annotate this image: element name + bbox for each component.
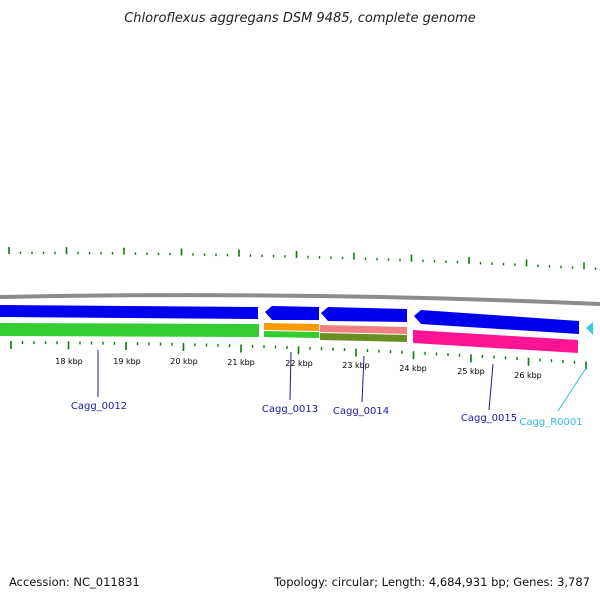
orange-track-block bbox=[264, 323, 319, 331]
callout-line-cagg-0015 bbox=[488, 363, 494, 411]
genome-summary-text: Topology: circular; Length: 4,684,931 bp… bbox=[273, 575, 590, 589]
cds-feature-cagg-0014[interactable] bbox=[321, 307, 407, 322]
genome-backbone bbox=[0, 293, 600, 306]
kbp-label: 24 kbp bbox=[399, 364, 427, 373]
upper-tick-track bbox=[8, 247, 597, 270]
cds-feature-cagg-0012[interactable] bbox=[0, 305, 258, 319]
callout-line-cagg-0013 bbox=[289, 351, 292, 401]
cds-feature-cagg-0013[interactable] bbox=[265, 306, 319, 320]
gene-label-cagg-0015[interactable]: Cagg_0015 bbox=[461, 413, 517, 424]
kbp-label: 23 kbp bbox=[342, 361, 370, 370]
kbp-label: 21 kbp bbox=[227, 358, 255, 367]
map-title: Chloroflexus aggregans DSM 9485, complet… bbox=[124, 11, 476, 26]
callout-line-cagg-r0001 bbox=[557, 367, 587, 412]
gene-label-cagg-0013[interactable]: Cagg_0013 bbox=[262, 404, 318, 415]
kbp-label: 20 kbp bbox=[170, 357, 198, 366]
cds-feature-cagg-0015[interactable] bbox=[414, 310, 579, 334]
kbp-label: 19 kbp bbox=[113, 357, 141, 366]
salmon-track-block bbox=[320, 325, 407, 334]
gene-callouts bbox=[97, 350, 587, 412]
kbp-label: 25 kbp bbox=[457, 367, 485, 376]
gene-label-cagg-0012[interactable]: Cagg_0012 bbox=[71, 401, 127, 412]
cds-track bbox=[0, 305, 593, 335]
callout-line-cagg-0014 bbox=[361, 355, 365, 403]
green-track-block-2 bbox=[264, 331, 319, 338]
olive-track-block bbox=[320, 333, 407, 342]
green-track-block bbox=[0, 323, 259, 337]
kbp-scale: 18 kbp 19 kbp 20 kbp 21 kbp 22 kbp 23 kb… bbox=[55, 357, 542, 380]
gene-labels: Cagg_0012 Cagg_0013 Cagg_0014 Cagg_0015 … bbox=[71, 401, 583, 428]
kbp-label: 18 kbp bbox=[55, 357, 83, 366]
lower-feature-track bbox=[0, 323, 578, 353]
kbp-label: 26 kbp bbox=[514, 371, 542, 380]
rrna-feature-cagg-r0001[interactable] bbox=[586, 322, 593, 335]
gene-label-cagg-r0001[interactable]: Cagg_R0001 bbox=[519, 417, 582, 428]
kbp-label: 22 kbp bbox=[285, 359, 313, 368]
magenta-track-block bbox=[413, 330, 578, 353]
accession-text: Accession: NC_011831 bbox=[9, 575, 140, 589]
gene-label-cagg-0014[interactable]: Cagg_0014 bbox=[333, 406, 389, 417]
